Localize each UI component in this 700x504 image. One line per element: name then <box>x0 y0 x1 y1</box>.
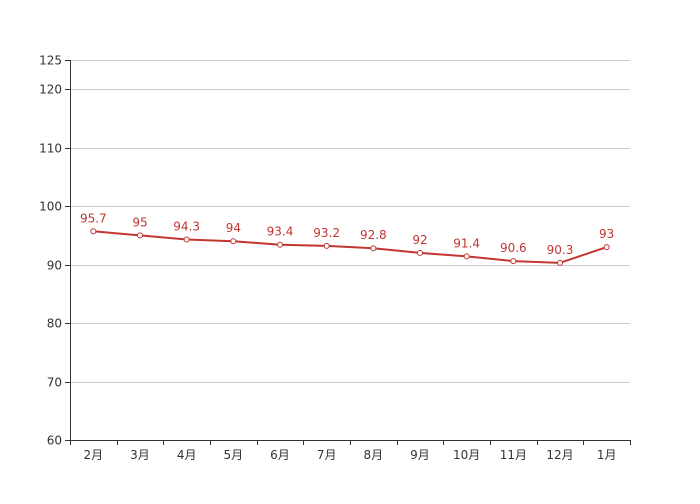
data-point <box>230 238 237 245</box>
x-tick-label: 8月 <box>364 448 384 462</box>
data-point <box>323 242 330 249</box>
axis-layer: 60 70 80 90 100 110 120 125 2月 3月 4月 5月 6月 7月 8月 9月 10月 1… <box>39 54 631 462</box>
data-label: 93.4 <box>267 225 294 239</box>
data-label: 94.3 <box>173 219 200 233</box>
x-tick-label: 6月 <box>270 448 290 462</box>
data-point <box>137 232 143 239</box>
data-point <box>463 253 470 260</box>
x-tick-label: 10月 <box>453 448 480 462</box>
data-label: 90.6 <box>500 241 527 255</box>
data-label: 93.2 <box>313 226 340 240</box>
data-label: 95.7 <box>80 211 107 225</box>
x-tick-label: 9月 <box>410 448 430 462</box>
data-point <box>370 245 377 252</box>
x-tick-label: 4月 <box>177 448 197 462</box>
y-tick-label: 100 <box>39 200 62 214</box>
x-tick-label: 11月 <box>500 448 527 462</box>
data-label: 94 <box>226 221 241 235</box>
x-tick-label: 5月 <box>224 448 244 462</box>
x-tick-label: 12月 <box>546 448 573 462</box>
series-line <box>93 230 607 264</box>
y-tick-label: 125 <box>39 54 62 68</box>
data-label: 91.4 <box>453 236 480 250</box>
y-tick-label: 60 <box>47 434 62 448</box>
label-layer: 95.7 95 94.3 94 93.4 93.2 92.8 92 91.4 90.6 90.3 93 <box>80 211 614 257</box>
grid-layer <box>70 60 630 383</box>
data-point <box>183 236 190 243</box>
data-label: 95 <box>132 215 147 229</box>
data-point <box>603 244 610 251</box>
data-point <box>90 228 97 235</box>
data-label: 90.3 <box>547 243 574 257</box>
y-tick-label: 70 <box>47 376 62 390</box>
y-tick-label: 80 <box>47 317 62 331</box>
data-label: 92.8 <box>360 228 387 242</box>
x-tick-label: 1月 <box>597 448 617 462</box>
data-point <box>510 258 517 265</box>
data-label: 92 <box>412 233 427 247</box>
y-tick-label: 90 <box>47 259 62 273</box>
y-tick-label: 110 <box>39 142 62 156</box>
y-tick-label: 120 <box>39 83 62 97</box>
data-point <box>557 259 563 266</box>
data-point <box>277 241 283 248</box>
x-tick-label: 7月 <box>317 448 337 462</box>
x-tick-label: 3月 <box>130 448 150 462</box>
series-layer <box>90 228 610 266</box>
x-tick-label: 2月 <box>84 448 104 462</box>
data-point <box>417 249 423 256</box>
data-label: 93 <box>599 227 614 241</box>
